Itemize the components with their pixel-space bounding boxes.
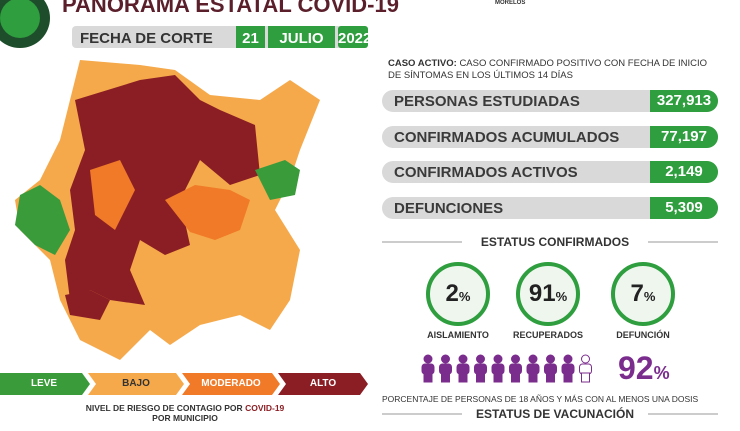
- vaccination-number: 92: [618, 350, 654, 386]
- stat-value: 2,149: [650, 161, 718, 183]
- person-icon: [491, 354, 505, 383]
- status-value: 91: [528, 280, 556, 307]
- status-circle: 2%: [426, 262, 490, 326]
- legend-label: MODERADO: [201, 378, 261, 389]
- stat-row: PERSONAS ESTUDIADAS 327,913: [382, 90, 718, 112]
- person-icon: [579, 354, 592, 383]
- people-icons: [421, 354, 592, 383]
- stat-label: DEFUNCIONES: [394, 199, 504, 217]
- status-value: 2: [445, 280, 459, 307]
- legend-label: BAJO: [122, 378, 150, 389]
- person-icon: [456, 354, 470, 383]
- legend-label: ALTO: [309, 378, 337, 389]
- month: JULIO: [279, 30, 324, 47]
- person-icon: [526, 354, 540, 383]
- stat-value: 77,197: [650, 125, 718, 148]
- map: [15, 60, 320, 360]
- month-box: [268, 26, 335, 48]
- section-title: ESTATUS DE VACUNACIÓN: [475, 407, 634, 421]
- definition-text: CASO CONFIRMADO POSITIVO CON FECHA DE IN…: [388, 58, 707, 81]
- vaccination-value: 92%: [618, 350, 670, 387]
- status-value: 7: [630, 280, 644, 307]
- year: 2022: [338, 30, 372, 47]
- definition-term: CASO ACTIVO:: [388, 58, 457, 69]
- logo-text: MORELOS: [495, 0, 526, 6]
- stat-row: CONFIRMADOS ACUMULADOS 77,197: [382, 125, 718, 148]
- person-icon: [544, 354, 557, 383]
- status-circle: 7%: [611, 262, 675, 326]
- person-icon: [561, 354, 575, 383]
- legend-leve: [0, 373, 90, 395]
- legend-moderado: [182, 373, 280, 395]
- person-icon: [439, 354, 452, 383]
- person-icon: [421, 354, 435, 383]
- legend-bajo: [88, 373, 184, 395]
- logo-inner: [0, 0, 40, 38]
- legend-alto: [278, 373, 368, 395]
- stat-label: CONFIRMADOS ACUMULADOS: [394, 128, 620, 146]
- day: 21: [242, 30, 259, 47]
- stat-row: DEFUNCIONES 5,309: [382, 196, 718, 219]
- legend-caption: NIVEL DE RIESGO DE CONTAGIO POR COVID-19…: [40, 403, 330, 423]
- status-label: DEFUNCIÓN: [616, 330, 670, 340]
- status-circle: 91%: [516, 262, 580, 326]
- status-unit: %: [458, 289, 471, 304]
- stat-label: PERSONAS ESTUDIADAS: [394, 93, 580, 110]
- person-icon: [474, 354, 487, 383]
- status-label: AISLAMIENTO: [427, 330, 489, 340]
- definition: CASO ACTIVO: CASO CONFIRMADO POSITIVO CO…: [388, 58, 718, 82]
- stat-label: CONFIRMADOS ACTIVOS: [394, 164, 578, 181]
- status-unit: %: [555, 289, 568, 304]
- caption-start: NIVEL DE RIESGO DE CONTAGIO POR: [85, 403, 243, 413]
- section-title: ESTATUS CONFIRMADOS: [480, 235, 630, 249]
- vaccination-caption: PORCENTAJE DE PERSONAS DE 18 AÑOS Y MÁS …: [382, 394, 699, 404]
- status-label: RECUPERADOS: [512, 330, 583, 340]
- stat-value: 5,309: [650, 196, 718, 219]
- person-icon: [509, 354, 522, 383]
- year-box: [338, 26, 368, 48]
- stat-value: 327,913: [650, 90, 718, 112]
- vaccination-unit: %: [653, 363, 670, 383]
- legend-label: LEVE: [30, 378, 58, 389]
- day-box: [236, 26, 265, 48]
- title: PANORAMA ESTATAL COVID-19: [62, 0, 399, 17]
- stat-row: CONFIRMADOS ACTIVOS 2,149: [382, 161, 718, 183]
- status-unit: %: [643, 289, 656, 304]
- caption-end: POR MUNICIPIO: [152, 413, 218, 423]
- cutoff-label: FECHA DE CORTE: [80, 30, 213, 47]
- caption-bold: COVID-19: [245, 403, 285, 413]
